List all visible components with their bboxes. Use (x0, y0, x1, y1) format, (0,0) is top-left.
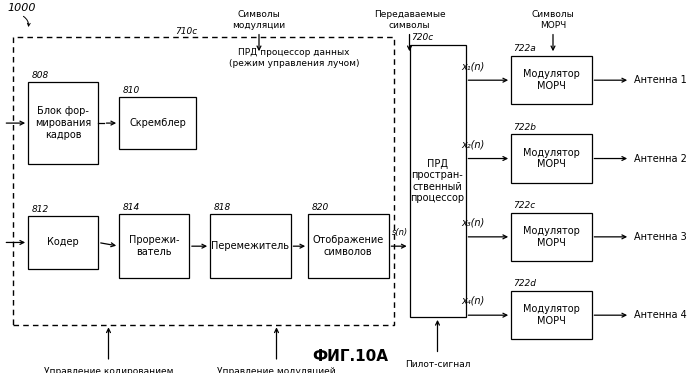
Text: Управление кодированием: Управление кодированием (43, 367, 174, 373)
Text: 722a: 722a (513, 44, 536, 53)
Text: Модулятор
МОРЧ: Модулятор МОРЧ (523, 226, 580, 248)
Bar (511, 134, 592, 183)
Bar (308, 214, 388, 278)
Text: Антенна 2: Антенна 2 (634, 154, 687, 163)
Text: Модулятор
МОРЧ: Модулятор МОРЧ (523, 69, 580, 91)
Bar (28, 82, 98, 164)
Text: s(n): s(n) (392, 228, 408, 237)
Text: 720c: 720c (412, 33, 434, 42)
Text: Отображение
символов: Отображение символов (313, 235, 384, 257)
Bar (119, 97, 196, 149)
Text: 722c: 722c (513, 201, 536, 210)
Text: Антенна 1: Антенна 1 (634, 75, 686, 85)
Text: 710c: 710c (175, 27, 197, 36)
Text: Символы
модуляции: Символы модуляции (232, 10, 286, 30)
Text: 808: 808 (32, 70, 49, 79)
Text: 722d: 722d (513, 279, 536, 288)
Text: Символы
МОРЧ: Символы МОРЧ (531, 10, 575, 30)
Text: Пилот-сигнал: Пилот-сигнал (405, 360, 470, 369)
Text: 818: 818 (214, 203, 231, 212)
Text: Передаваемые
символы: Передаваемые символы (374, 10, 445, 30)
Text: Скремблер: Скремблер (129, 118, 186, 128)
Text: x₁(n): x₁(n) (461, 61, 484, 71)
Text: ФИГ.10А: ФИГ.10А (312, 349, 388, 364)
Text: Управление модуляцией: Управление модуляцией (217, 367, 336, 373)
Text: 812: 812 (32, 205, 49, 214)
Bar (28, 216, 98, 269)
Text: Прорежи-
ватель: Прорежи- ватель (129, 235, 179, 257)
Text: x₂(n): x₂(n) (461, 140, 484, 149)
Text: Перемежитель: Перемежитель (211, 241, 289, 251)
Text: Антенна 4: Антенна 4 (634, 310, 686, 320)
Bar (511, 291, 592, 339)
Bar (511, 213, 592, 261)
Text: Кодер: Кодер (47, 238, 79, 247)
Text: 814: 814 (122, 203, 140, 212)
Bar (410, 45, 466, 317)
Bar (511, 56, 592, 104)
Text: 810: 810 (122, 85, 140, 94)
Bar (210, 214, 290, 278)
Text: x₄(n): x₄(n) (461, 296, 484, 306)
Bar (13, 37, 394, 325)
Text: ПРД
простран-
ственный
процессор: ПРД простран- ственный процессор (410, 159, 465, 203)
Text: 820: 820 (312, 203, 329, 212)
Text: 1000: 1000 (7, 3, 36, 13)
Text: Блок фор-
мирования
кадров: Блок фор- мирования кадров (35, 106, 91, 140)
Text: ПРД процессор данных
(режим управления лучом): ПРД процессор данных (режим управления л… (229, 48, 359, 68)
Text: Антенна 3: Антенна 3 (634, 232, 686, 242)
Bar (119, 214, 189, 278)
Text: Модулятор
МОРЧ: Модулятор МОРЧ (523, 304, 580, 326)
Text: 722b: 722b (513, 123, 536, 132)
Text: Модулятор
МОРЧ: Модулятор МОРЧ (523, 148, 580, 169)
Text: x₃(n): x₃(n) (461, 218, 484, 228)
